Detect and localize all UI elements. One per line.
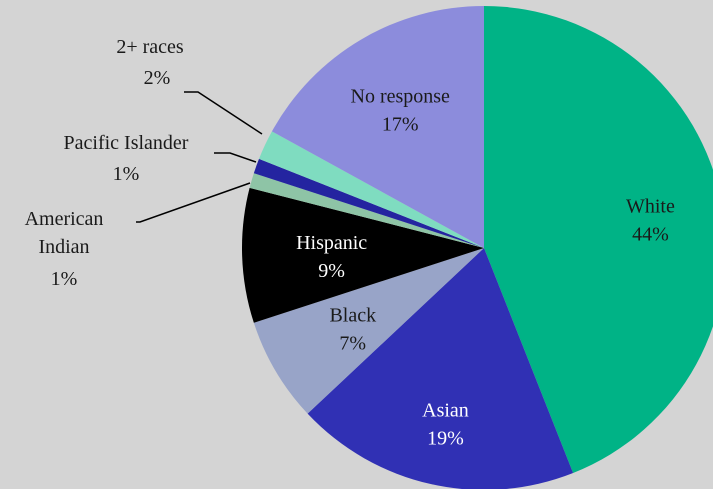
pie-slice-hispanic <box>241 187 484 323</box>
slice-label-no-response: No response <box>351 85 451 107</box>
pie-slice-2-races <box>258 131 484 248</box>
pie-slice-white <box>484 6 713 474</box>
slice-percent-american-indian: 1% <box>51 268 78 290</box>
slice-label-black: Black <box>329 305 376 327</box>
slice-percent-2-races: 2% <box>144 67 171 89</box>
slice-label-american-indian: American <box>25 208 104 230</box>
slice-percent-asian: 19% <box>427 427 464 449</box>
leader-lines <box>136 91 263 223</box>
slice-percent-pacific-islander: 1% <box>113 163 140 185</box>
leader-line-american-indian <box>136 182 251 223</box>
slice-label-asian: Asian <box>422 399 469 421</box>
slice-percent-black: 7% <box>339 333 366 355</box>
slice-label-white: White <box>626 195 675 217</box>
pie-slice-pacific-islander <box>253 158 484 248</box>
pie-slice-black <box>253 248 484 414</box>
slice-labels: White 44% Asian 19% Black 7% Hispanic 9% America… <box>25 36 675 449</box>
slice-percent-white: 44% <box>632 223 669 245</box>
pie-slice-american-indian <box>249 173 484 248</box>
slice-label-hispanic: Hispanic <box>296 232 367 254</box>
leader-line-pacific-islander <box>214 152 257 163</box>
pie-slice-no-response <box>271 6 484 248</box>
slice-label-american-indian: Indian <box>38 236 89 258</box>
pie-slices <box>241 6 713 489</box>
slice-label-pacific-islander: Pacific Islander <box>64 132 189 154</box>
pie-slice-asian <box>307 248 574 489</box>
leader-line-2-races <box>184 91 263 135</box>
slice-percent-no-response: 17% <box>382 113 419 135</box>
slice-label-2-races: 2+ races <box>116 36 184 58</box>
slice-percent-hispanic: 9% <box>318 260 345 282</box>
